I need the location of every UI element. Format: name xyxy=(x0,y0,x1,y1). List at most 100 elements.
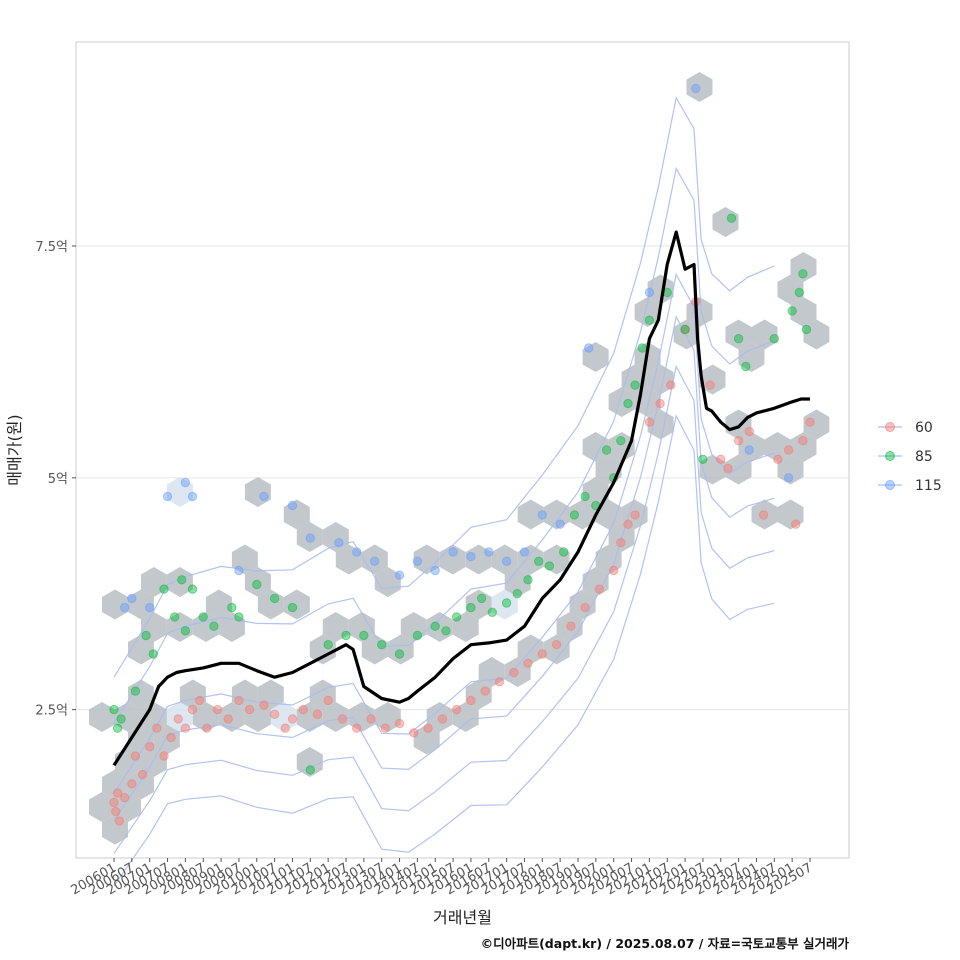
hexbin-cell xyxy=(141,702,167,732)
hexbin-cell xyxy=(452,612,479,642)
hexbin-cell xyxy=(751,499,778,530)
data-point-85 xyxy=(544,561,555,571)
hexbin-cell xyxy=(673,319,700,350)
data-point-60 xyxy=(166,732,176,743)
hexbin-cell xyxy=(322,702,349,732)
data-point-60 xyxy=(666,380,676,390)
hexbin-cell xyxy=(257,679,284,710)
hexbin-cell xyxy=(257,589,284,620)
data-point-60 xyxy=(366,714,376,724)
data-point-115 xyxy=(691,83,701,94)
hexbin-cell xyxy=(115,702,141,732)
hexbin-cell xyxy=(192,702,219,732)
data-point-85 xyxy=(616,436,626,446)
data-point-85 xyxy=(209,621,219,631)
data-point-85 xyxy=(412,630,423,641)
hexbin-cell xyxy=(595,499,622,530)
data-point-60 xyxy=(114,816,125,826)
data-point-60 xyxy=(380,723,390,733)
legend-key-60 xyxy=(885,422,895,432)
density-contour-line xyxy=(113,166,775,724)
data-point-60 xyxy=(609,565,619,576)
hexbin-cell xyxy=(803,409,830,440)
data-point-60 xyxy=(223,714,233,724)
data-point-115 xyxy=(180,477,191,488)
hexbin-cell xyxy=(634,297,661,327)
axis-layer: 2.5억5억7.5억200601200607200701200707200801… xyxy=(35,240,815,898)
hexbin-cell xyxy=(790,297,817,327)
legend-key-115 xyxy=(885,480,895,490)
data-point-85 xyxy=(623,398,633,409)
data-point-85 xyxy=(451,612,462,622)
data-point-85 xyxy=(680,324,690,335)
data-point-60 xyxy=(805,417,815,427)
hexbin-cell xyxy=(283,499,310,530)
data-point-60 xyxy=(655,398,665,409)
data-point-115 xyxy=(466,551,476,562)
data-point-85 xyxy=(726,213,737,223)
data-point-115 xyxy=(259,491,269,502)
data-point-60 xyxy=(111,806,121,817)
hexbin-cell xyxy=(595,544,622,575)
data-point-60 xyxy=(580,602,590,613)
data-point-85 xyxy=(198,612,208,622)
hexbin-cell xyxy=(777,274,804,305)
data-point-85 xyxy=(569,510,580,520)
data-point-85 xyxy=(287,602,298,613)
hexbin-cell xyxy=(504,567,531,597)
data-point-85 xyxy=(630,380,640,390)
data-point-85 xyxy=(644,315,655,325)
data-point-85 xyxy=(512,589,522,599)
hexbin-cell xyxy=(374,702,401,732)
density-contour-line xyxy=(113,96,775,678)
y-tick-label: 2.5억 xyxy=(35,704,68,719)
data-point-85 xyxy=(359,630,369,641)
density-contour-layer xyxy=(113,96,775,887)
data-point-60 xyxy=(551,640,562,650)
data-point-60 xyxy=(437,714,448,724)
legend-label-115: 115 xyxy=(915,478,942,494)
data-point-85 xyxy=(377,640,387,650)
data-point-60 xyxy=(152,723,162,733)
hexbin-cell xyxy=(166,477,193,507)
density-contour-line xyxy=(113,272,775,794)
data-point-60 xyxy=(352,723,362,733)
data-point-115 xyxy=(412,556,423,566)
hexbin-cell xyxy=(517,544,544,575)
hexbin-cell xyxy=(231,679,258,710)
data-point-85 xyxy=(794,287,804,298)
data-point-115 xyxy=(187,491,198,502)
trend-line xyxy=(112,230,810,767)
hexbin-cell xyxy=(608,432,635,462)
data-point-60 xyxy=(109,797,119,808)
hexbin-cell xyxy=(647,409,674,440)
data-point-115 xyxy=(448,547,458,557)
data-point-60 xyxy=(644,417,655,427)
data-point-60 xyxy=(566,621,576,631)
hexbin-cell xyxy=(374,567,401,597)
hexbin-cell xyxy=(400,612,427,642)
data-point-60 xyxy=(244,704,255,715)
data-point-60 xyxy=(394,718,405,729)
hexbin-cell xyxy=(582,477,609,507)
trend-line-layer xyxy=(112,230,810,767)
data-point-60 xyxy=(202,723,212,733)
data-point-60 xyxy=(716,454,726,464)
data-point-85 xyxy=(441,626,451,636)
data-point-60 xyxy=(112,788,123,798)
data-point-60 xyxy=(180,723,191,733)
hexbin-cell xyxy=(141,612,167,642)
data-point-60 xyxy=(323,695,333,706)
data-point-60 xyxy=(423,723,433,733)
data-point-85 xyxy=(787,306,797,316)
data-point-115 xyxy=(501,556,512,566)
data-point-60 xyxy=(723,463,733,474)
data-point-115 xyxy=(369,556,380,566)
hexbin-cell xyxy=(452,702,479,732)
legend-label-60: 60 xyxy=(915,420,933,436)
hexbin-cell xyxy=(738,432,765,462)
data-point-60 xyxy=(537,649,547,659)
data-point-60 xyxy=(287,714,298,724)
data-point-60 xyxy=(466,695,476,706)
hexbin-cell xyxy=(179,679,206,710)
